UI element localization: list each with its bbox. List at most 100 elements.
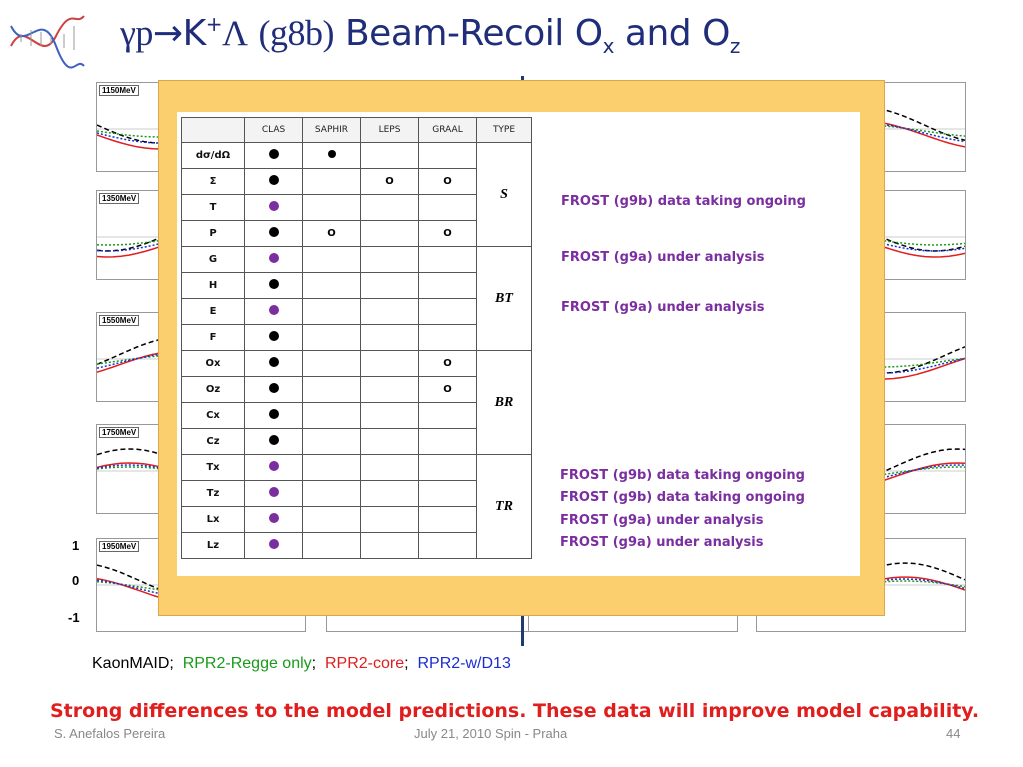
table-cell xyxy=(418,142,477,169)
table-row: Lz xyxy=(181,532,532,559)
black-dot-icon xyxy=(268,227,279,237)
table-cell xyxy=(360,402,419,429)
table-cell: O xyxy=(302,220,361,247)
table-header-saphir: SAPHIR xyxy=(302,117,361,143)
table-cell xyxy=(418,454,477,481)
table-cell xyxy=(360,324,419,351)
title-and: and O xyxy=(624,13,731,54)
table-cell xyxy=(418,324,477,351)
observable-name: Σ xyxy=(181,168,245,195)
footer-date: July 21, 2010 Spin - Praha xyxy=(414,726,568,741)
table-row: H xyxy=(181,272,532,299)
table-cell: O xyxy=(418,376,477,403)
table-cell xyxy=(360,142,419,169)
observable-name: Ox xyxy=(181,350,245,377)
table-cell-dot xyxy=(244,298,303,325)
observable-name: T xyxy=(181,194,245,221)
model-curve xyxy=(97,564,305,600)
note-tx: FROST (g9b) data taking ongoing xyxy=(560,468,805,483)
table-cell-dot xyxy=(244,142,303,169)
table-cell xyxy=(418,506,477,533)
purple-dot-icon xyxy=(268,461,279,471)
type-cell: BR xyxy=(476,350,532,455)
table-cell xyxy=(302,506,361,533)
table-cell xyxy=(418,298,477,325)
table-cell xyxy=(302,480,361,507)
footer-page: 44 xyxy=(946,726,961,741)
table-row: Tz xyxy=(181,480,532,507)
table-cell xyxy=(302,246,361,273)
table-cell-dot xyxy=(244,402,303,429)
observable-name: H xyxy=(181,272,245,299)
table-row: dσ/dΩ S xyxy=(181,142,532,247)
table-header-graal: GRAAL xyxy=(418,117,477,143)
table-cell: O xyxy=(418,168,477,195)
observable-name: Tx xyxy=(181,454,245,481)
table-cell-dot xyxy=(244,220,303,247)
observable-name: P xyxy=(181,220,245,247)
purple-dot-icon xyxy=(268,201,279,211)
note-t: FROST (g9b) data taking ongoing xyxy=(561,194,806,209)
legend-regge: RPR2-Regge only xyxy=(182,655,312,672)
title-arrow: → xyxy=(152,13,183,54)
model-legend: KaonMAID; RPR2-Regge only; RPR2-core; RP… xyxy=(92,655,511,673)
table-cell-dot xyxy=(302,142,361,169)
table-cell xyxy=(302,454,361,481)
table-cell xyxy=(302,402,361,429)
table-row: E xyxy=(181,298,532,325)
title-run: (g8b) xyxy=(258,13,335,53)
page-title: γp→K+Λ (g8b) Beam-Recoil Ox and Oz xyxy=(120,12,740,58)
table-cell xyxy=(418,480,477,507)
type-cell: BT xyxy=(476,246,532,351)
table-cell xyxy=(302,428,361,455)
black-dot-icon xyxy=(268,331,279,341)
observable-name: E xyxy=(181,298,245,325)
energy-label: 1750MeV xyxy=(99,427,140,438)
title-sub-x: x xyxy=(602,34,615,58)
black-dot-icon xyxy=(268,149,279,159)
note-g: FROST (g9a) under analysis xyxy=(561,250,765,265)
energy-label: 1350MeV xyxy=(99,193,140,204)
table-row: F xyxy=(181,324,532,351)
purple-dot-icon xyxy=(268,487,279,497)
table-cell-dot xyxy=(244,454,303,481)
title-kaon-charge: + xyxy=(205,12,223,36)
observable-name: dσ/dΩ xyxy=(181,142,245,169)
observable-name: Oz xyxy=(181,376,245,403)
table-cell xyxy=(360,272,419,299)
black-dot-icon xyxy=(268,409,279,419)
table-cell xyxy=(418,532,477,559)
table-cell xyxy=(302,298,361,325)
table-cell xyxy=(360,428,419,455)
table-row: G BT xyxy=(181,246,532,351)
legend-sep-1: ; xyxy=(311,655,317,672)
table-cell xyxy=(302,376,361,403)
table-header-clas: CLAS xyxy=(244,117,303,143)
black-dot-icon xyxy=(268,279,279,289)
black-dot-icon xyxy=(268,175,279,185)
table-cell-dot xyxy=(244,376,303,403)
note-e: FROST (g9a) under analysis xyxy=(561,300,765,315)
table-cell-dot xyxy=(244,428,303,455)
title-kaon: K xyxy=(182,13,207,54)
legend-sep-2: ; xyxy=(404,655,409,672)
type-cell: TR xyxy=(476,454,532,559)
purple-dot-icon xyxy=(268,513,279,523)
table-cell xyxy=(360,220,419,247)
table-cell-dot xyxy=(244,506,303,533)
observable-name: Tz xyxy=(181,480,245,507)
type-cell: S xyxy=(476,142,532,247)
table-cell: O xyxy=(418,350,477,377)
table-row: Tx TR xyxy=(181,454,532,559)
table-cell xyxy=(360,194,419,221)
table-cell xyxy=(360,298,419,325)
table-cell-dot xyxy=(244,480,303,507)
table-cell xyxy=(302,532,361,559)
table-cell xyxy=(360,454,419,481)
table-cell xyxy=(302,168,361,195)
observable-name: F xyxy=(181,324,245,351)
black-dot-icon xyxy=(268,435,279,445)
legend-kaonmaid: KaonMAID; xyxy=(92,655,174,672)
